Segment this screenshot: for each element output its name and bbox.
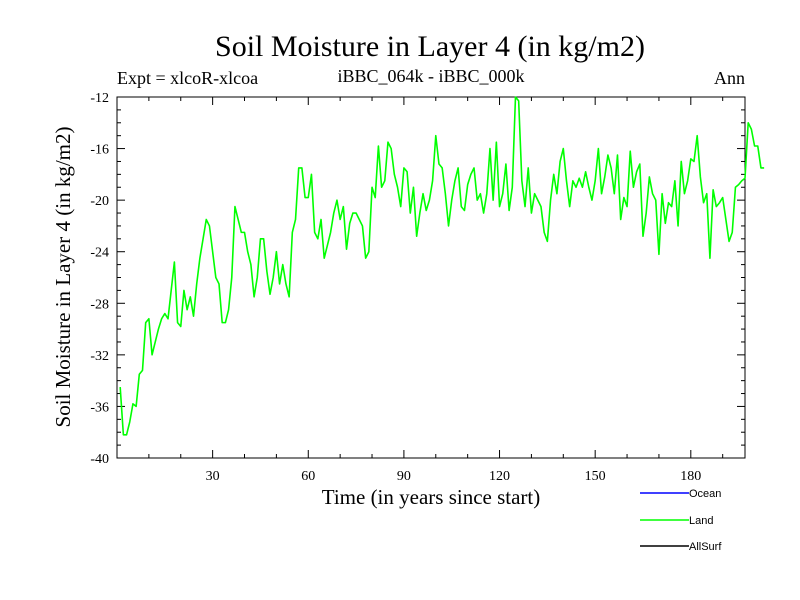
x-tick-label: 30 [206,469,220,484]
x-tick-label: 150 [585,469,606,484]
y-axis-label: Soil Moisture in Layer 4 (in kg/m2) [51,127,75,428]
legend-label-ocean: Ocean [689,488,721,500]
x-axis-label: Time (in years since start) [322,485,541,509]
series-lines [119,96,765,436]
y-tick-label: -28 [90,297,109,312]
y-tick-label: -36 [90,400,109,415]
subtitle-left: Expt = xlcoR-xlcoa [117,68,258,88]
x-tick-label: 180 [680,469,701,484]
x-tick-label: 120 [489,469,510,484]
x-tick-label: 90 [397,469,411,484]
plot-frame [116,96,746,459]
chart-title: Soil Moisture in Layer 4 (in kg/m2) [215,30,645,63]
y-tick-label: -20 [90,194,109,209]
legend-label-land: Land [689,515,713,527]
x-tick-label: 60 [301,469,315,484]
subtitle-center: iBBC_064k - iBBC_000k [337,66,524,86]
y-tick-label: -32 [90,349,109,364]
y-tick-label: -16 [90,143,109,158]
y-tick-label: -40 [90,452,109,467]
series-line-land [119,96,765,436]
y-axis: -12 -16 -20 -24 -28 -32 -36 -40 [90,91,745,467]
y-tick-label: -12 [90,91,109,106]
subtitle-right: Ann [714,68,745,88]
legend: Ocean Land AllSurf [640,488,722,553]
x-axis: 30 60 90 120 150 180 [148,97,724,484]
legend-label-allsurf: AllSurf [689,541,722,553]
y-tick-label: -24 [90,246,109,261]
